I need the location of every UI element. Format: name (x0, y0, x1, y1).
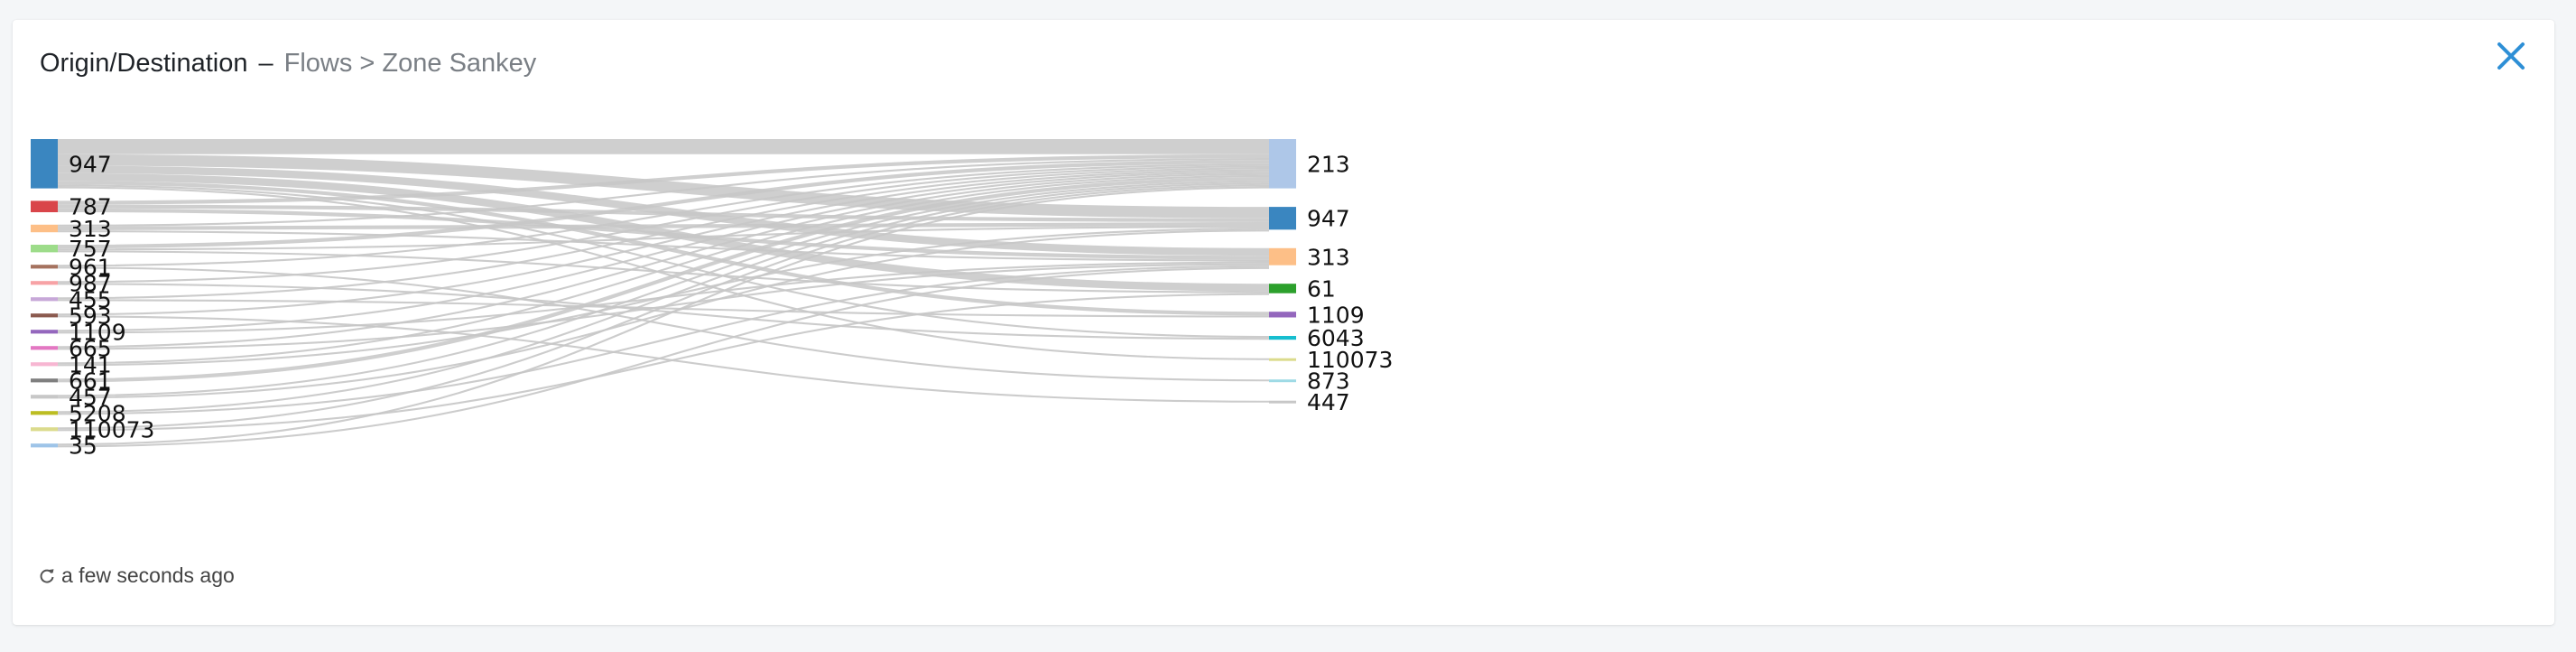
target-node-873[interactable] (1269, 379, 1296, 383)
sankey-link-110073-to-213[interactable] (57, 184, 1270, 430)
source-node-787[interactable] (31, 200, 58, 212)
source-node-455[interactable] (31, 297, 58, 302)
target-label-947: 947 (1307, 206, 1350, 232)
target-label-6043: 6043 (1307, 325, 1365, 351)
sankey-link-5208-to-213[interactable] (57, 182, 1270, 414)
close-button[interactable] (2491, 36, 2531, 76)
sankey-link-110073-to-61[interactable] (57, 293, 1270, 432)
source-label-665: 665 (69, 335, 112, 361)
target-node-61[interactable] (1269, 284, 1296, 293)
target-label-1109: 1109 (1307, 302, 1365, 328)
sankey-link-313-to-947[interactable] (57, 221, 1270, 231)
source-label-455: 455 (69, 286, 112, 312)
source-label-110073: 110073 (69, 416, 154, 442)
sankey-link-947-to-313[interactable] (57, 165, 1270, 256)
breadcrumb: Flows > Zone Sankey (283, 49, 537, 78)
source-label-313: 313 (69, 216, 112, 242)
target-node-447[interactable] (1269, 400, 1296, 404)
sankey-link-661-to-213[interactable] (57, 177, 1270, 383)
sankey-labels: 9477873137579619874555931109665141661457… (69, 151, 1393, 459)
source-node-593[interactable] (31, 313, 58, 318)
sankey-link-457-to-947[interactable] (57, 229, 1270, 399)
target-label-873: 873 (1307, 368, 1350, 395)
sankey-panel: Origin/Destination – Flows > Zone Sankey 9… (13, 20, 2554, 625)
sankey-nodes (31, 139, 1296, 448)
target-label-213: 213 (1307, 151, 1350, 177)
sankey-link-35-to-313[interactable] (57, 266, 1270, 448)
close-icon[interactable] (2491, 36, 2531, 76)
refresh-status: a few seconds ago (38, 564, 235, 588)
source-node-961[interactable] (31, 265, 58, 269)
sankey-link-961-to-213[interactable] (57, 163, 1270, 267)
target-node-1109[interactable] (1269, 312, 1296, 318)
source-label-35: 35 (69, 433, 97, 459)
source-node-947[interactable] (31, 139, 58, 189)
target-label-110073: 110073 (1307, 347, 1393, 373)
source-node-5208[interactable] (31, 411, 58, 415)
source-node-141[interactable] (31, 362, 58, 367)
refresh-icon[interactable] (38, 567, 56, 585)
source-label-593: 593 (69, 303, 112, 329)
source-node-665[interactable] (31, 346, 58, 350)
page-title: Origin/Destination (40, 49, 248, 78)
sankey-link-947-to-110073[interactable] (57, 186, 1270, 360)
source-label-757: 757 (69, 236, 112, 262)
target-node-213[interactable] (1269, 139, 1296, 189)
source-label-661: 661 (69, 368, 112, 394)
source-label-947: 947 (69, 151, 112, 177)
source-label-787: 787 (69, 194, 112, 220)
sankey-link-141-to-213[interactable] (57, 174, 1270, 365)
sankey-link-313-to-213[interactable] (57, 158, 1270, 227)
last-updated-text: a few seconds ago (61, 564, 235, 587)
title-separator: – (258, 49, 273, 78)
sankey-link-313-to-313[interactable] (57, 230, 1270, 262)
sankey-links (57, 138, 1270, 448)
target-node-6043[interactable] (1269, 336, 1296, 340)
target-label-447: 447 (1307, 389, 1350, 415)
sankey-link-787-to-947[interactable] (57, 204, 1270, 222)
source-node-661[interactable] (31, 378, 58, 383)
sankey-link-35-to-213[interactable] (57, 186, 1270, 446)
target-label-313: 313 (1307, 244, 1350, 270)
sankey-link-787-to-213[interactable] (57, 154, 1270, 205)
sankey-link-457-to-213[interactable] (57, 181, 1270, 397)
sankey-link-665-to-213[interactable] (57, 172, 1270, 349)
zone-sankey-chart: 9477873137579619874555931109665141661457… (31, 138, 1393, 459)
source-node-313[interactable] (31, 224, 58, 233)
source-label-457: 457 (69, 384, 112, 410)
source-label-987: 987 (69, 270, 112, 296)
source-node-457[interactable] (31, 395, 58, 399)
source-node-35[interactable] (31, 443, 58, 448)
sankey-link-947-to-1109[interactable] (57, 181, 1270, 316)
sankey-link-987-to-6043[interactable] (57, 283, 1270, 340)
source-label-5208: 5208 (69, 400, 126, 426)
sankey-link-987-to-213[interactable] (57, 165, 1270, 284)
source-node-1109[interactable] (31, 330, 58, 334)
sankey-link-455-to-1109[interactable] (57, 299, 1270, 318)
target-label-61: 61 (1307, 275, 1336, 302)
sankey-link-1109-to-213[interactable] (57, 171, 1270, 332)
source-node-757[interactable] (31, 245, 58, 253)
sankey-link-757-to-213[interactable] (57, 160, 1270, 249)
panel-title: Origin/Destination – Flows > Zone Sankey (40, 45, 536, 81)
sankey-link-757-to-947[interactable] (57, 226, 1270, 251)
target-node-313[interactable] (1269, 247, 1296, 265)
source-node-987[interactable] (31, 281, 58, 285)
source-label-1109: 1109 (69, 319, 126, 345)
sankey-link-593-to-213[interactable] (57, 169, 1270, 316)
target-node-947[interactable] (1269, 207, 1296, 230)
target-node-110073[interactable] (1269, 358, 1296, 361)
sankey-link-757-to-61[interactable] (57, 250, 1270, 293)
sankey-link-455-to-213[interactable] (57, 167, 1270, 300)
sankey-link-5208-to-313[interactable] (57, 265, 1270, 415)
source-label-961: 961 (69, 254, 112, 280)
source-label-141: 141 (69, 351, 112, 377)
source-node-110073[interactable] (31, 427, 58, 432)
sankey-link-947-to-947[interactable] (57, 154, 1270, 219)
